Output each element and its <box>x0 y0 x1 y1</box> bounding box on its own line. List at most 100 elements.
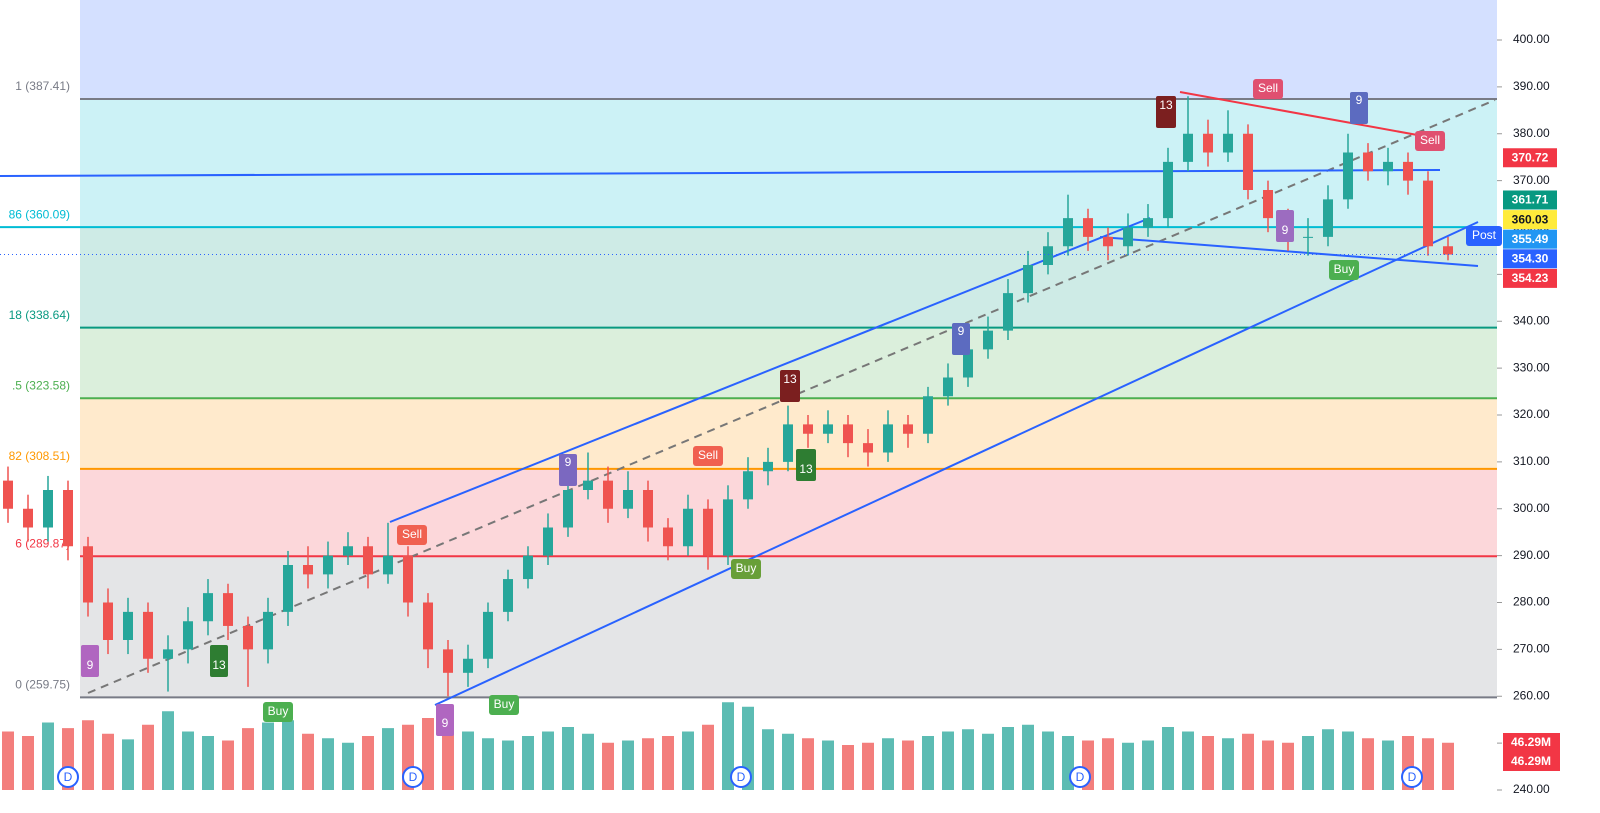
volume-label: 46.29M <box>1511 735 1551 749</box>
channel-lower <box>434 221 1479 706</box>
volume-bar <box>162 711 174 790</box>
candle-body <box>743 471 753 500</box>
candle-body <box>763 461 773 472</box>
volume-bar <box>202 736 214 790</box>
candle-body <box>783 424 793 462</box>
price-axis: 240.00250.00260.00270.00280.00290.00300.… <box>1497 0 1600 813</box>
dividend-marker[interactable]: D <box>1069 766 1091 788</box>
volume-bar <box>522 736 534 790</box>
volume-bar <box>42 722 54 790</box>
fib-label: 1 (387.41) <box>15 79 70 93</box>
candle-body <box>1043 246 1053 265</box>
candle-body <box>483 611 493 659</box>
volume-bar <box>102 733 114 790</box>
sell-signal: Sell <box>397 525 427 545</box>
buy-signal: Buy <box>263 702 293 722</box>
candle-body <box>1383 161 1393 172</box>
buy-signal: Buy <box>1329 260 1359 280</box>
volume-bar <box>322 738 334 790</box>
candle-body <box>603 480 613 509</box>
price-tag <box>1503 190 1557 210</box>
volume-bar <box>362 736 374 790</box>
volume-bar <box>482 738 494 790</box>
y-tick-label: 330.00 <box>1513 360 1550 374</box>
counter: 9 <box>436 704 454 736</box>
candle-body <box>1343 152 1353 200</box>
falling-line <box>1099 236 1479 267</box>
fib-zone <box>80 99 1497 228</box>
price-tag <box>1503 268 1557 288</box>
fib-label: 86 (360.09) <box>9 207 70 221</box>
buy-signal: Buy <box>731 559 761 579</box>
fib-label: 18 (338.64) <box>9 308 70 322</box>
candle-body <box>1223 133 1233 153</box>
volume-bar <box>182 731 194 790</box>
counter: 9 <box>952 323 970 355</box>
candle-body <box>563 490 573 528</box>
candle-body <box>643 490 653 528</box>
post-tag[interactable]: Post <box>1466 226 1502 246</box>
volume-bar <box>1042 731 1054 790</box>
volume-bar <box>1202 736 1214 790</box>
dividend-marker[interactable]: D <box>57 766 79 788</box>
volume-bar <box>722 702 734 790</box>
counter-label: 9 <box>1282 223 1289 237</box>
dividends: D D D D D <box>57 766 1423 788</box>
volume-bar <box>122 739 134 790</box>
candle-body <box>1103 236 1113 247</box>
candle-body <box>83 546 93 603</box>
volume-bar <box>382 728 394 790</box>
volume-bar <box>902 740 914 790</box>
candle-body <box>1023 265 1033 294</box>
y-tick-label: 310.00 <box>1513 454 1550 468</box>
counter: 9 <box>81 645 99 677</box>
y-tick-label: 340.00 <box>1513 313 1550 327</box>
candle-body <box>1303 236 1313 238</box>
post-label: Post <box>1472 228 1497 242</box>
dividend-marker[interactable]: D <box>730 766 752 788</box>
volume-bar <box>1422 738 1434 790</box>
volume-bar <box>1122 742 1134 790</box>
signal-label: Sell <box>1258 81 1278 95</box>
counter-label: 13 <box>799 462 813 476</box>
y-tick-label: 390.00 <box>1513 79 1550 93</box>
counter: 13 <box>796 449 816 481</box>
candle-body <box>143 611 153 659</box>
volume-bar <box>282 720 294 790</box>
volume-bar <box>342 742 354 790</box>
candle-body <box>163 649 173 659</box>
candle-body <box>1363 152 1373 172</box>
volume-bar <box>462 731 474 790</box>
counter-label: 9 <box>1356 93 1363 107</box>
dividend-label: D <box>64 770 73 784</box>
y-tick-label: 380.00 <box>1513 126 1550 140</box>
price-tag-label: 354.30 <box>1512 251 1549 265</box>
price-tag-label: 370.72 <box>1512 150 1549 164</box>
y-tick-label: 270.00 <box>1513 642 1550 656</box>
candle-body <box>823 424 833 434</box>
candle-body <box>3 480 13 509</box>
fib-zone <box>80 556 1497 698</box>
dividend-marker[interactable]: D <box>1401 766 1423 788</box>
volume-bar <box>542 731 554 790</box>
volume-bar <box>922 736 934 790</box>
zone <box>80 0 1497 100</box>
counter-label: 9 <box>87 658 94 672</box>
candle-body <box>1323 199 1333 237</box>
volume-bar <box>82 720 94 790</box>
candle-body <box>323 555 333 575</box>
counter: 13 <box>1156 96 1176 128</box>
candle-body <box>723 499 733 556</box>
volume-bar <box>942 731 954 790</box>
volume-bar <box>1162 727 1174 790</box>
candle-body <box>1003 293 1013 331</box>
candle-body <box>183 621 193 650</box>
dividend-marker[interactable]: D <box>402 766 424 788</box>
candle-body <box>903 424 913 434</box>
candle-body <box>463 658 473 673</box>
volume-tag: 46.29M <box>1503 733 1560 752</box>
candle-body <box>583 480 593 490</box>
volume-tag: 46.29M <box>1503 752 1560 771</box>
y-tick-label: 320.00 <box>1513 407 1550 421</box>
y-tick-label: 370.00 <box>1513 173 1550 187</box>
